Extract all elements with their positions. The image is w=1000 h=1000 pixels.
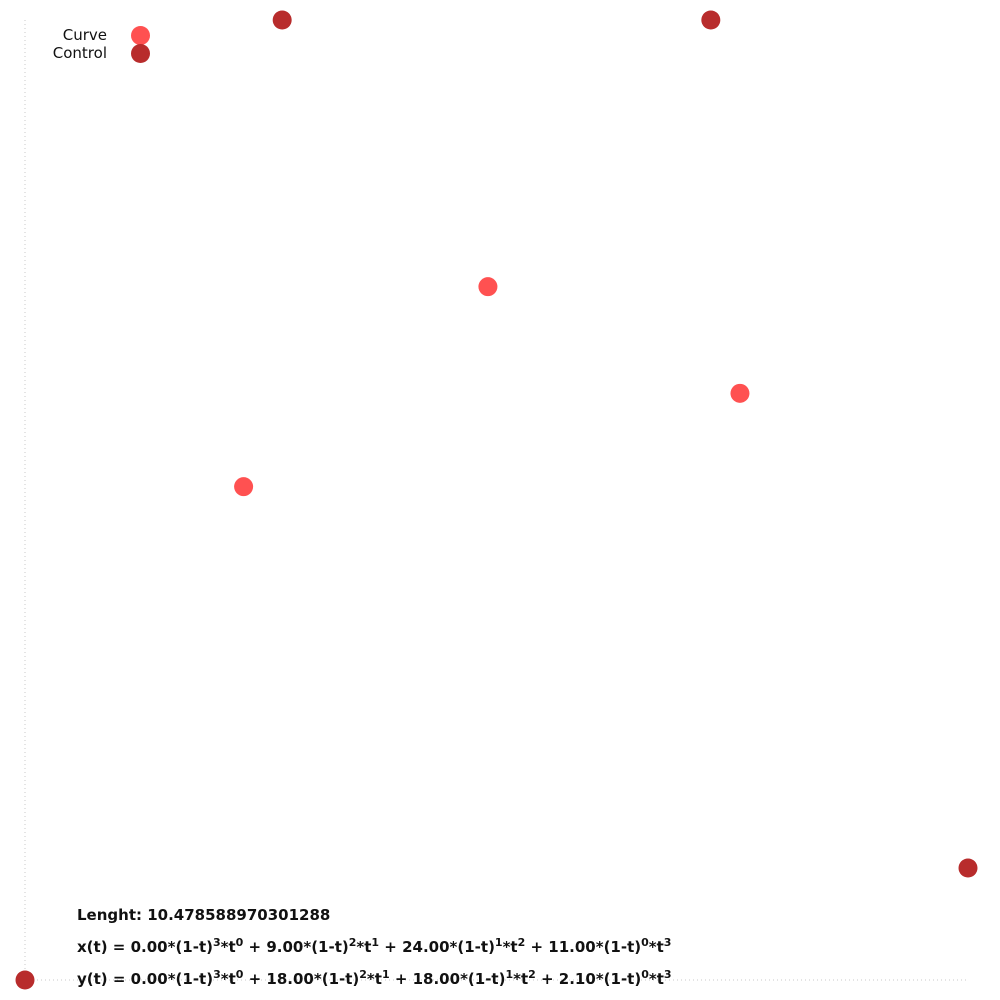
- equation-coefficient: 18.00: [266, 970, 314, 988]
- equation-x: x(t) = 0.00*(1-t)3*t0 + 9.00*(1-t)2*t1 +…: [77, 936, 672, 968]
- equation-exponent: 2: [348, 936, 357, 949]
- control-point-1: [272, 10, 292, 30]
- equation-exponent: 0: [641, 968, 649, 981]
- equation-term: 9.00*(1-t)2*t1: [266, 936, 380, 956]
- legend-swatch-curve: [131, 26, 150, 45]
- equation-coefficient: 9.00: [266, 938, 304, 956]
- equation-exponent: 3: [213, 968, 221, 981]
- equation-exponent: 0: [641, 936, 649, 949]
- equation-exponent: 2: [359, 968, 367, 981]
- legend-label-curve: Curve: [62, 26, 107, 44]
- control-point-3: [958, 858, 978, 878]
- equation-plus: +: [379, 938, 403, 956]
- legend-item-curve: Curve: [40, 26, 160, 45]
- length-label: Lenght:: [77, 906, 142, 924]
- control-point-2: [701, 10, 721, 30]
- equation-exponent: 2: [517, 936, 526, 949]
- equation-exponent: 1: [371, 936, 380, 949]
- equation-plus: +: [389, 970, 413, 988]
- curve-info: Lenght: 10.478588970301288 x(t) = 0.00*(…: [77, 904, 672, 1000]
- equation-y: y(t) = 0.00*(1-t)3*t0 + 18.00*(1-t)2*t1 …: [77, 968, 672, 1000]
- legend-swatch-control: [131, 44, 150, 63]
- equation-term: 18.00*(1-t)1*t2: [412, 968, 536, 988]
- equation-coefficient: 18.00: [412, 970, 461, 988]
- equation-plus: +: [243, 970, 267, 988]
- length-value: 10.478588970301288: [147, 906, 331, 924]
- equation-term: 2.10*(1-t)0*t3: [558, 968, 672, 988]
- equation-coefficient: 2.10: [558, 970, 596, 988]
- equation-term: 11.00*(1-t)0*t3: [548, 936, 672, 956]
- equation-term: 24.00*(1-t)1*t2: [402, 936, 526, 956]
- legend: Curve Control: [40, 26, 160, 63]
- length-line: Lenght: 10.478588970301288: [77, 904, 672, 936]
- curve-point-2: [730, 383, 750, 403]
- equation-lhs: x(t) =: [77, 938, 131, 956]
- control-point-0: [15, 970, 35, 990]
- equation-exponent: 3: [663, 936, 672, 949]
- equation-term: 0.00*(1-t)3*t0: [130, 968, 244, 988]
- equation-coefficient: 24.00: [402, 938, 450, 956]
- equation-coefficient: 11.00: [548, 938, 596, 956]
- data-marks: [15, 10, 978, 990]
- equation-term: 0.00*(1-t)3*t0: [130, 936, 244, 956]
- equation-coefficient: 0.00: [130, 970, 168, 988]
- equation-exponent: 0: [235, 968, 244, 981]
- equation-exponent: 1: [381, 968, 390, 981]
- equation-term: 18.00*(1-t)2*t1: [266, 968, 390, 988]
- equation-exponent: 3: [212, 936, 221, 949]
- equation-coefficient: 0.00: [130, 938, 168, 956]
- legend-label-control: Control: [52, 44, 107, 62]
- equation-lhs: y(t) =: [77, 970, 131, 988]
- curve-point-0: [234, 477, 254, 497]
- equation-exponent: 0: [235, 936, 244, 949]
- legend-item-control: Control: [40, 44, 160, 63]
- equation-plus: +: [535, 970, 559, 988]
- equation-exponent: 1: [505, 968, 514, 981]
- equation-exponent: 2: [528, 968, 536, 981]
- curve-point-1: [478, 277, 498, 297]
- equation-plus: +: [243, 938, 267, 956]
- equation-exponent: 1: [494, 936, 503, 949]
- equation-exponent: 3: [663, 968, 672, 981]
- equation-plus: +: [525, 938, 549, 956]
